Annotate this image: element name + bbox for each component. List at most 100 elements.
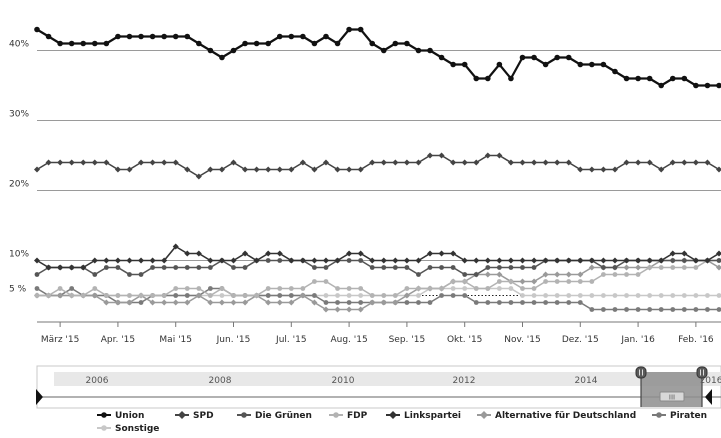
data-point [358, 293, 364, 298]
data-point [554, 300, 560, 305]
data-point [265, 293, 271, 298]
data-point [542, 159, 549, 166]
series-union [34, 26, 721, 89]
data-point [519, 278, 526, 285]
data-point [635, 75, 641, 82]
data-point [68, 40, 75, 47]
navigator-selected-range[interactable] [641, 372, 702, 407]
data-point [404, 40, 410, 47]
legend-item-alternative-f-r-deutschland[interactable]: Alternative für Deutschland [477, 411, 636, 421]
legend-item-die-gr-nen[interactable]: Die Grünen [237, 411, 312, 421]
data-point [369, 265, 375, 270]
navigator-left-handle[interactable] [635, 366, 647, 379]
data-point [450, 293, 456, 298]
data-point [624, 307, 629, 312]
data-point [588, 257, 595, 264]
data-point [415, 257, 422, 264]
data-point [403, 292, 410, 299]
data-point [716, 166, 721, 173]
data-point [45, 264, 52, 271]
data-point [184, 265, 190, 270]
legend-label: Alternative für Deutschland [495, 411, 636, 421]
data-point [323, 300, 329, 305]
legend-item-spd[interactable]: SPD [175, 411, 214, 421]
data-point [138, 159, 145, 166]
legend-item-linkspartei[interactable]: Linkspartei [386, 411, 461, 421]
data-point [231, 293, 236, 298]
data-point [554, 271, 561, 278]
data-point [276, 33, 283, 40]
data-point [427, 265, 433, 270]
data-point [508, 279, 514, 284]
data-point [288, 166, 295, 173]
data-point [611, 257, 618, 264]
data-point [716, 258, 721, 263]
data-point [323, 279, 329, 284]
data-point [704, 159, 711, 166]
y-tick-label: 30% [9, 110, 29, 120]
navigator[interactable]: 2006 2008 2010 2012 2014 2016 III [36, 365, 721, 409]
data-point [693, 293, 699, 298]
data-point [299, 159, 306, 166]
data-point [566, 300, 572, 305]
data-point [635, 257, 642, 264]
data-point [242, 166, 249, 173]
data-point [207, 257, 214, 264]
x-axis: März '15 Apr. '15 Mai '15 Jun. '15 Jul. '15 A… [37, 321, 721, 345]
data-point [322, 257, 329, 264]
navigator-right-handle[interactable] [696, 366, 708, 379]
data-point [276, 250, 283, 257]
scroll-left-arrow-icon[interactable] [36, 389, 43, 405]
navigator-year-label: 2016 [700, 376, 721, 386]
data-point [601, 293, 606, 298]
data-point [427, 47, 433, 54]
data-point [542, 61, 549, 68]
data-point [438, 250, 445, 257]
data-point [103, 159, 110, 166]
data-point [531, 286, 537, 291]
data-point [69, 293, 75, 298]
data-point [635, 264, 642, 271]
data-point [346, 26, 352, 33]
data-point [623, 257, 630, 264]
data-point [358, 258, 364, 263]
data-point [103, 257, 110, 264]
data-point [531, 278, 538, 285]
data-point [693, 265, 699, 270]
legend-item-piraten[interactable]: Piraten [652, 411, 707, 421]
data-point [103, 293, 109, 298]
scroll-right-arrow-icon[interactable] [705, 389, 712, 405]
data-point [669, 75, 676, 82]
data-point [566, 279, 572, 284]
data-point [346, 300, 352, 305]
data-point [519, 257, 526, 264]
data-point [565, 257, 572, 264]
legend-item-union[interactable]: Union [97, 411, 144, 421]
legend-label: Piraten [670, 411, 707, 421]
legend-item-fdp[interactable]: FDP [329, 411, 368, 421]
data-point [496, 265, 502, 270]
data-point [462, 272, 468, 277]
navigator-scrollbar-thumb[interactable] [659, 391, 685, 402]
data-point [57, 286, 63, 291]
data-point [34, 166, 40, 173]
data-point [254, 293, 260, 298]
data-point [358, 286, 364, 291]
data-point [601, 272, 606, 277]
data-point [484, 257, 491, 264]
data-point [335, 293, 340, 298]
data-point [46, 293, 51, 298]
data-point [184, 166, 191, 173]
data-point [277, 258, 283, 263]
data-point [416, 300, 421, 305]
data-point [265, 286, 271, 291]
data-point [473, 75, 480, 82]
data-point [461, 159, 468, 166]
data-point [138, 293, 144, 298]
data-point [380, 47, 387, 54]
data-point [612, 272, 618, 277]
navigator-year-label: 2012 [453, 376, 476, 386]
legend-item-sonstige[interactable]: Sonstige [97, 424, 159, 434]
data-point [126, 166, 133, 173]
data-point [276, 299, 283, 306]
